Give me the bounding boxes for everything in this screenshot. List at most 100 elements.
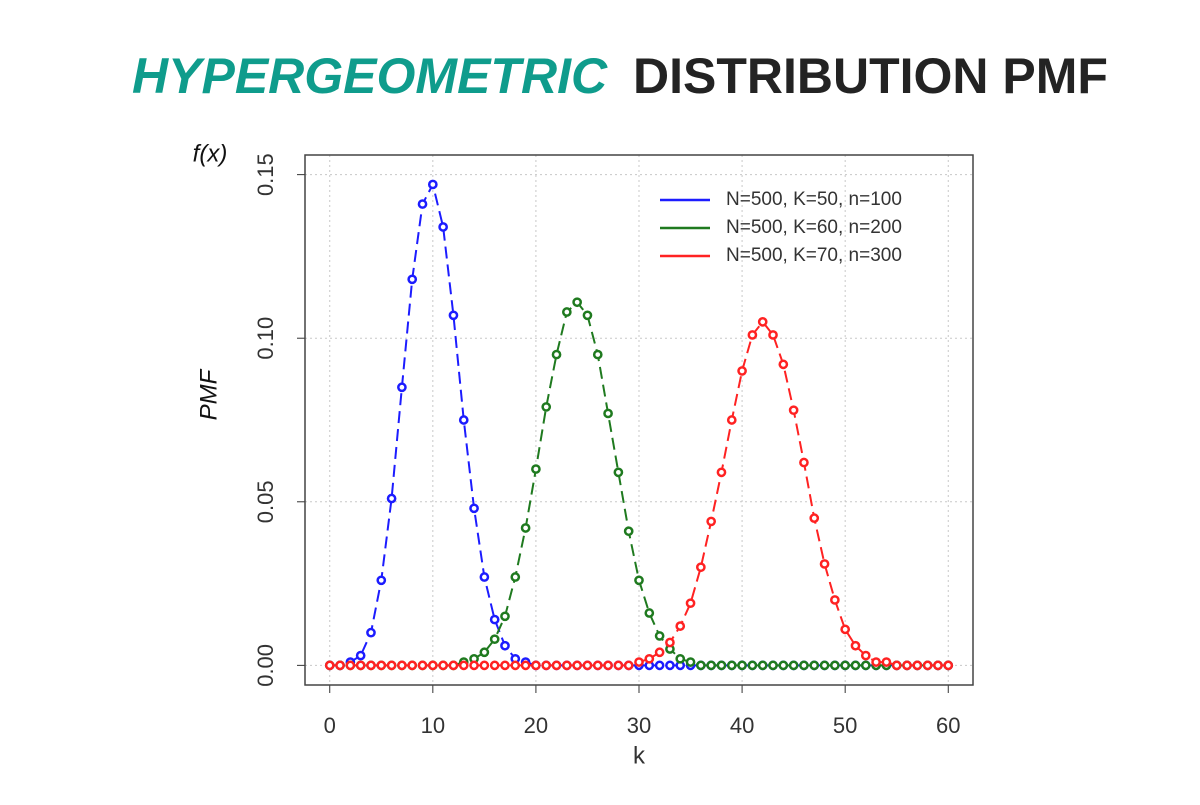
data-point: [427, 660, 438, 671]
data-point: [510, 660, 521, 671]
data-point: [582, 660, 593, 671]
data-point: [489, 614, 500, 625]
data-point: [747, 660, 758, 671]
data-point: [572, 660, 582, 671]
data-point: [696, 562, 706, 573]
data-point: [531, 464, 541, 474]
data-point: [561, 307, 572, 317]
data-point: [737, 660, 747, 671]
data-point: [840, 660, 851, 671]
data-point: [665, 660, 675, 671]
data-point: [768, 660, 778, 671]
data-point: [438, 660, 448, 671]
data-point: [933, 660, 943, 671]
data-point: [386, 493, 397, 504]
data-point: [809, 513, 820, 523]
data-point: [582, 310, 593, 321]
data-point: [376, 575, 387, 586]
data-point: [623, 526, 634, 537]
data-point: [685, 657, 696, 667]
data-point: [500, 660, 510, 671]
x-tick-label: 0: [324, 713, 336, 738]
data-point: [860, 660, 871, 671]
y-tick-label: 0.10: [253, 317, 278, 360]
data-point: [520, 660, 531, 671]
data-point: [613, 660, 624, 671]
data-point: [912, 660, 923, 671]
data-point: [324, 660, 335, 671]
data-point: [788, 660, 799, 671]
data-point: [407, 274, 418, 285]
data-point: [809, 660, 820, 671]
data-point: [696, 660, 706, 671]
data-point: [386, 660, 397, 671]
data-point: [634, 657, 644, 667]
data-point: [788, 405, 799, 416]
data-point: [479, 660, 490, 671]
data-point: [799, 660, 809, 671]
data-point: [654, 631, 665, 641]
data-point: [448, 310, 459, 321]
y-tick-label: 0.05: [253, 480, 278, 523]
series-line: [329, 320, 949, 667]
data-point: [768, 330, 778, 340]
data-point: [376, 660, 387, 671]
data-point: [830, 660, 840, 671]
data-point: [458, 415, 469, 425]
data-point: [819, 660, 830, 671]
x-tick-label: 20: [524, 713, 548, 738]
data-point: [747, 330, 758, 340]
y-tick-label: 0.00: [253, 644, 278, 687]
data-point: [634, 575, 644, 586]
data-point: [623, 660, 634, 671]
data-point: [871, 657, 881, 667]
data-point: [603, 660, 613, 671]
data-point: [706, 660, 717, 671]
y-tick-label: 0.15: [253, 153, 278, 196]
data-point: [366, 660, 376, 671]
title-part: DISTRIBUTION PMF: [633, 48, 1108, 104]
data-point: [561, 660, 572, 671]
data-point: [644, 653, 655, 664]
data-point: [757, 317, 768, 327]
data-point: [438, 222, 448, 232]
data-point: [448, 660, 459, 671]
data-point: [943, 660, 954, 671]
data-point: [706, 516, 717, 527]
data-point: [726, 660, 737, 671]
data-point: [489, 660, 500, 671]
x-tick-label: 10: [421, 713, 445, 738]
data-point: [881, 657, 892, 667]
data-point: [716, 660, 727, 671]
data-point: [551, 660, 562, 671]
data-point: [366, 627, 376, 638]
data-point: [726, 415, 737, 425]
title-part: HYPERGEOMETRIC: [132, 48, 608, 104]
data-point: [500, 611, 510, 622]
data-point: [850, 660, 861, 671]
data-point: [469, 503, 479, 514]
data-point: [830, 595, 840, 605]
data-point: [757, 660, 768, 671]
data-point: [489, 634, 500, 645]
data-point: [799, 457, 809, 468]
data-point: [675, 653, 686, 664]
legend-label: N=500, K=60, n=200: [726, 217, 902, 238]
legend-label: N=500, K=50, n=100: [726, 189, 902, 210]
data-point: [407, 660, 418, 671]
data-point: [427, 179, 438, 190]
data-point: [541, 402, 552, 412]
legend-label: N=500, K=70, n=300: [726, 245, 902, 266]
data-point: [355, 650, 366, 661]
data-point: [654, 647, 665, 658]
data-point: [541, 660, 552, 671]
data-point: [778, 660, 789, 671]
data-point: [644, 608, 655, 618]
chart-title: HYPERGEOMETRIC DISTRIBUTION PMF: [132, 48, 1108, 104]
data-point: [335, 660, 345, 671]
data-point: [397, 660, 407, 671]
y-axis-label: PMF: [195, 368, 222, 420]
data-point: [654, 660, 665, 671]
plot-frame: [304, 154, 974, 686]
